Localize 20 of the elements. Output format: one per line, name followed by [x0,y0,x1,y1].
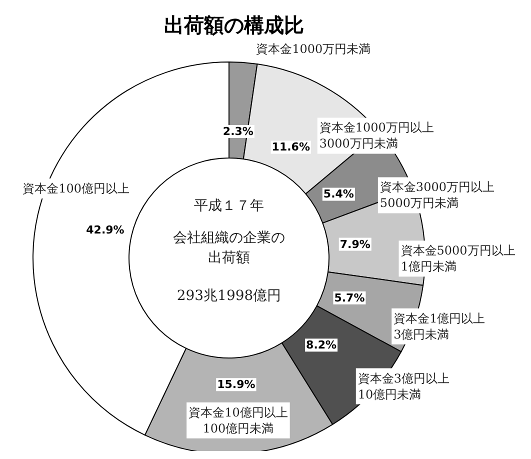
slice-label: 資本金1億円以上 3億円未満 [394,311,486,342]
text: 293兆1998億円 [176,288,282,304]
data-label: 7.9% [340,238,370,251]
text: 会社組織の企業の出荷額 [173,230,285,266]
chart-title: 出荷額の構成比 [164,13,304,37]
slice-label: 資本金10億円以上 100億円未満 [188,405,288,436]
text: 平成１７年 [194,198,264,214]
slice-label: 資本金5000万円以上 1億円未満 [400,244,516,274]
slice-label: 資本金3億円以上 10億円未満 [358,371,450,402]
data-label: 15.9% [217,378,256,392]
slice-label: 資本金1000万円以上 3000万円未満 [319,120,434,151]
data-label: 42.9% [86,224,124,237]
data-label: 8.2% [306,338,337,352]
slice-label: 資本金100億円以上 [22,182,130,196]
slice-label: 資本金3000万円以上 5000万円未満 [380,180,494,210]
data-label: 5.4% [323,188,354,201]
slice-label: 資本金1000万円未満 [256,42,371,56]
data-label: 5.7% [334,291,365,304]
data-label: 2.3% [222,124,254,138]
data-label: 11.6% [272,140,310,154]
